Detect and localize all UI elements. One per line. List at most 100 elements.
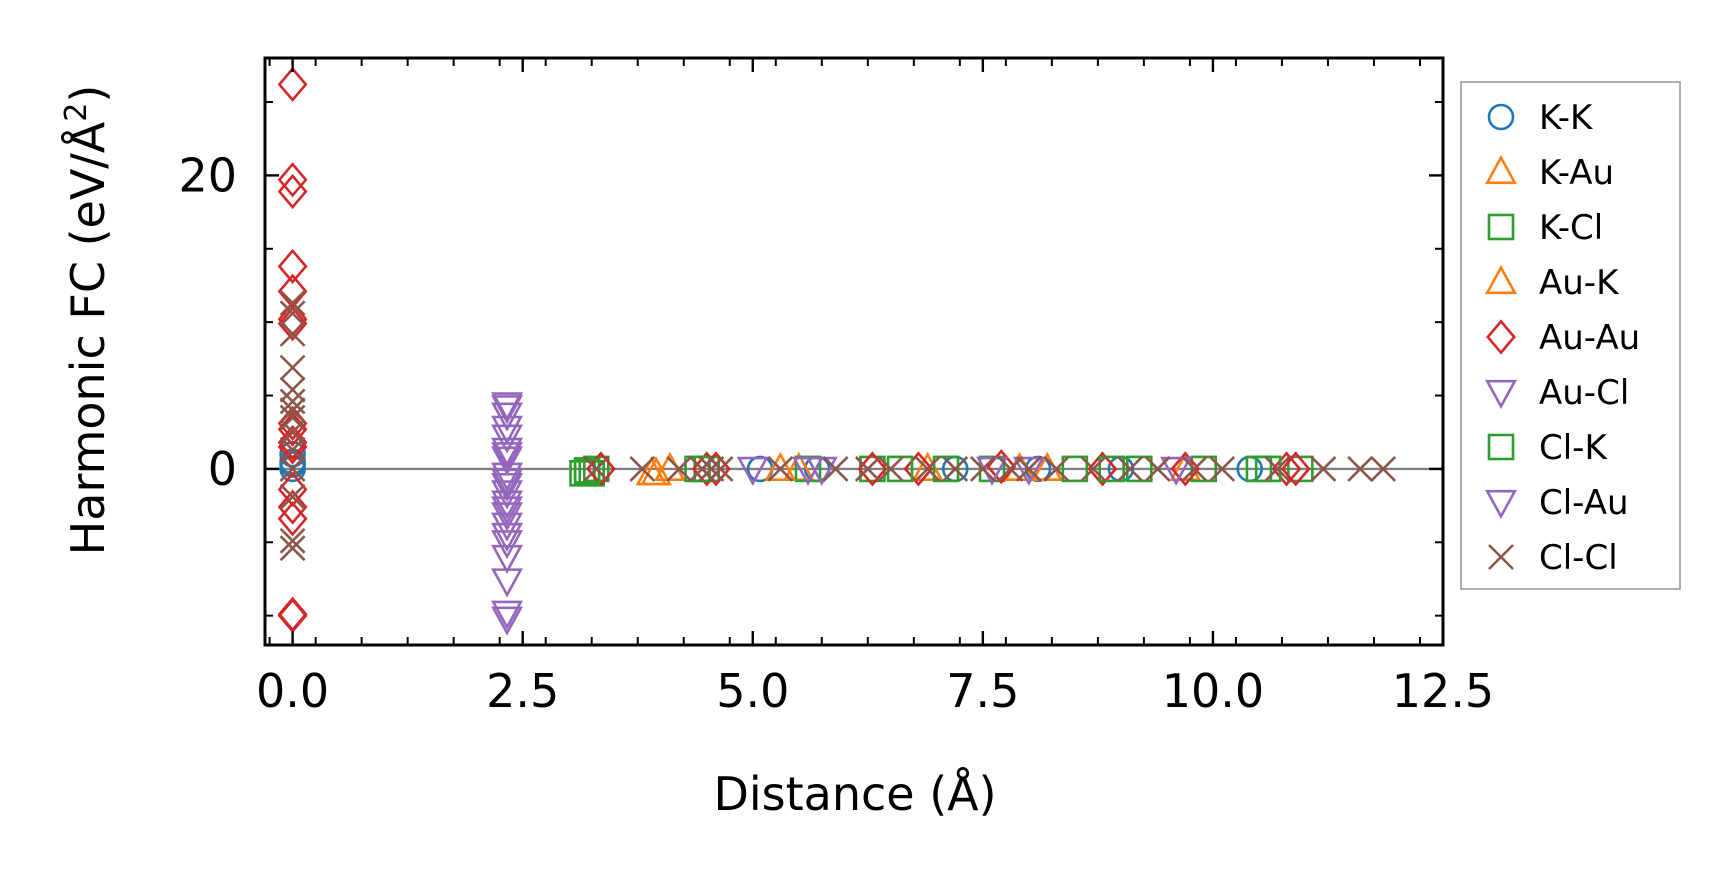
data-point [491,442,524,472]
data-point [491,472,524,503]
legend-item: Au-Au [1486,318,1640,358]
legend-marker [1485,489,1517,520]
data-point [279,436,306,463]
legend-marker [1485,264,1517,295]
data-point [1254,455,1282,483]
legend-label: K-Au [1539,153,1614,193]
x-axis-title: Distance (Å) [713,767,996,821]
legend-label: Au-Cl [1539,373,1629,413]
data-point [1012,456,1045,487]
data-point [491,606,524,636]
plot-area [265,66,1443,636]
data-point [1347,455,1374,482]
data-point [491,462,524,492]
data-point [279,440,306,468]
data-point [279,300,306,327]
data-point [491,446,524,476]
x-tick-label: 10.0 [1162,664,1264,718]
data-point [491,480,524,510]
data-point [969,455,996,482]
data-point [707,455,734,482]
data-point [1144,455,1171,482]
x-tick-label: 5.0 [716,664,789,718]
data-point [277,173,308,210]
data-point [279,320,306,347]
data-point [279,483,306,510]
legend-label: K-K [1539,98,1594,138]
legend-item: K-K [1487,98,1594,138]
data-point [277,306,308,342]
legend: K-K K-Au K-Cl Au-K Au-Au Au-Cl Cl-K Cl-Au Cl-Cl [1460,81,1681,590]
data-point [764,451,797,482]
data-point [491,512,524,542]
legend-item: K-Au [1485,153,1614,193]
data-point [578,460,606,487]
data-point [1280,451,1311,487]
y-axis-title-superscript: 2 [59,103,94,122]
data-point [277,162,308,198]
data-point [997,455,1024,482]
data-point [279,527,306,554]
data-point [942,455,969,482]
x-tick-label: 2.5 [486,664,559,718]
legend-marker [1485,379,1517,410]
data-point [1271,451,1302,487]
data-point [736,456,769,487]
data-point [1370,455,1397,482]
data-point [1209,455,1236,482]
data-point [914,455,941,482]
data-point [491,468,524,498]
legend-item: Cl-Au [1485,483,1629,523]
data-point [986,449,1017,485]
data-point [491,530,524,560]
data-point [1170,451,1201,487]
data-point [279,535,306,562]
data-point [854,455,881,482]
data-point [1160,456,1193,487]
data-point [629,455,656,482]
legend-item: Au-Cl [1485,373,1629,413]
legend-label: Au-K [1539,263,1620,303]
data-point [491,568,524,598]
data-point [1087,451,1118,487]
y-axis-title-close: ) [61,85,115,103]
data-point [689,455,716,482]
data-point [1043,455,1070,482]
data-point [767,455,794,482]
data-point [822,455,849,482]
y-axis-title-main: Harmonic FC (eV/Å [61,121,115,555]
data-point [491,600,524,630]
data-point [903,451,934,487]
legend-label: K-Cl [1539,208,1603,248]
data-point [1061,455,1089,483]
data-point [277,596,308,632]
data-point [491,496,524,526]
data-point [491,437,524,467]
axes: 0.0 2.5 5.0 7.5 10.0 12.5 0 20 [178,56,1494,718]
data-point [1125,455,1153,483]
series-k-k [279,440,1264,483]
x-tick-label: 7.5 [946,664,1019,718]
plot-frame [263,56,1445,647]
data-point [583,455,610,482]
legend-marker [1485,154,1517,185]
legend-marker [1487,213,1515,241]
series-cl-au [491,395,1045,560]
data-point [886,455,914,483]
data-point [1190,455,1218,483]
legend-item: Au-K [1485,263,1620,303]
legend-item: K-Cl [1487,208,1603,248]
data-point [1264,455,1291,482]
data-point [491,392,524,422]
data-point [1310,455,1337,482]
data-point [279,376,306,403]
legend-marker [1486,319,1516,355]
data-point [491,544,524,575]
legend-item: Cl-K [1487,428,1608,468]
x-tick-label: 0.0 [256,664,329,718]
data-point [277,501,308,537]
legend-item: Cl-Cl [1488,538,1618,578]
legend-marker [1487,433,1515,461]
data-point [277,66,308,103]
